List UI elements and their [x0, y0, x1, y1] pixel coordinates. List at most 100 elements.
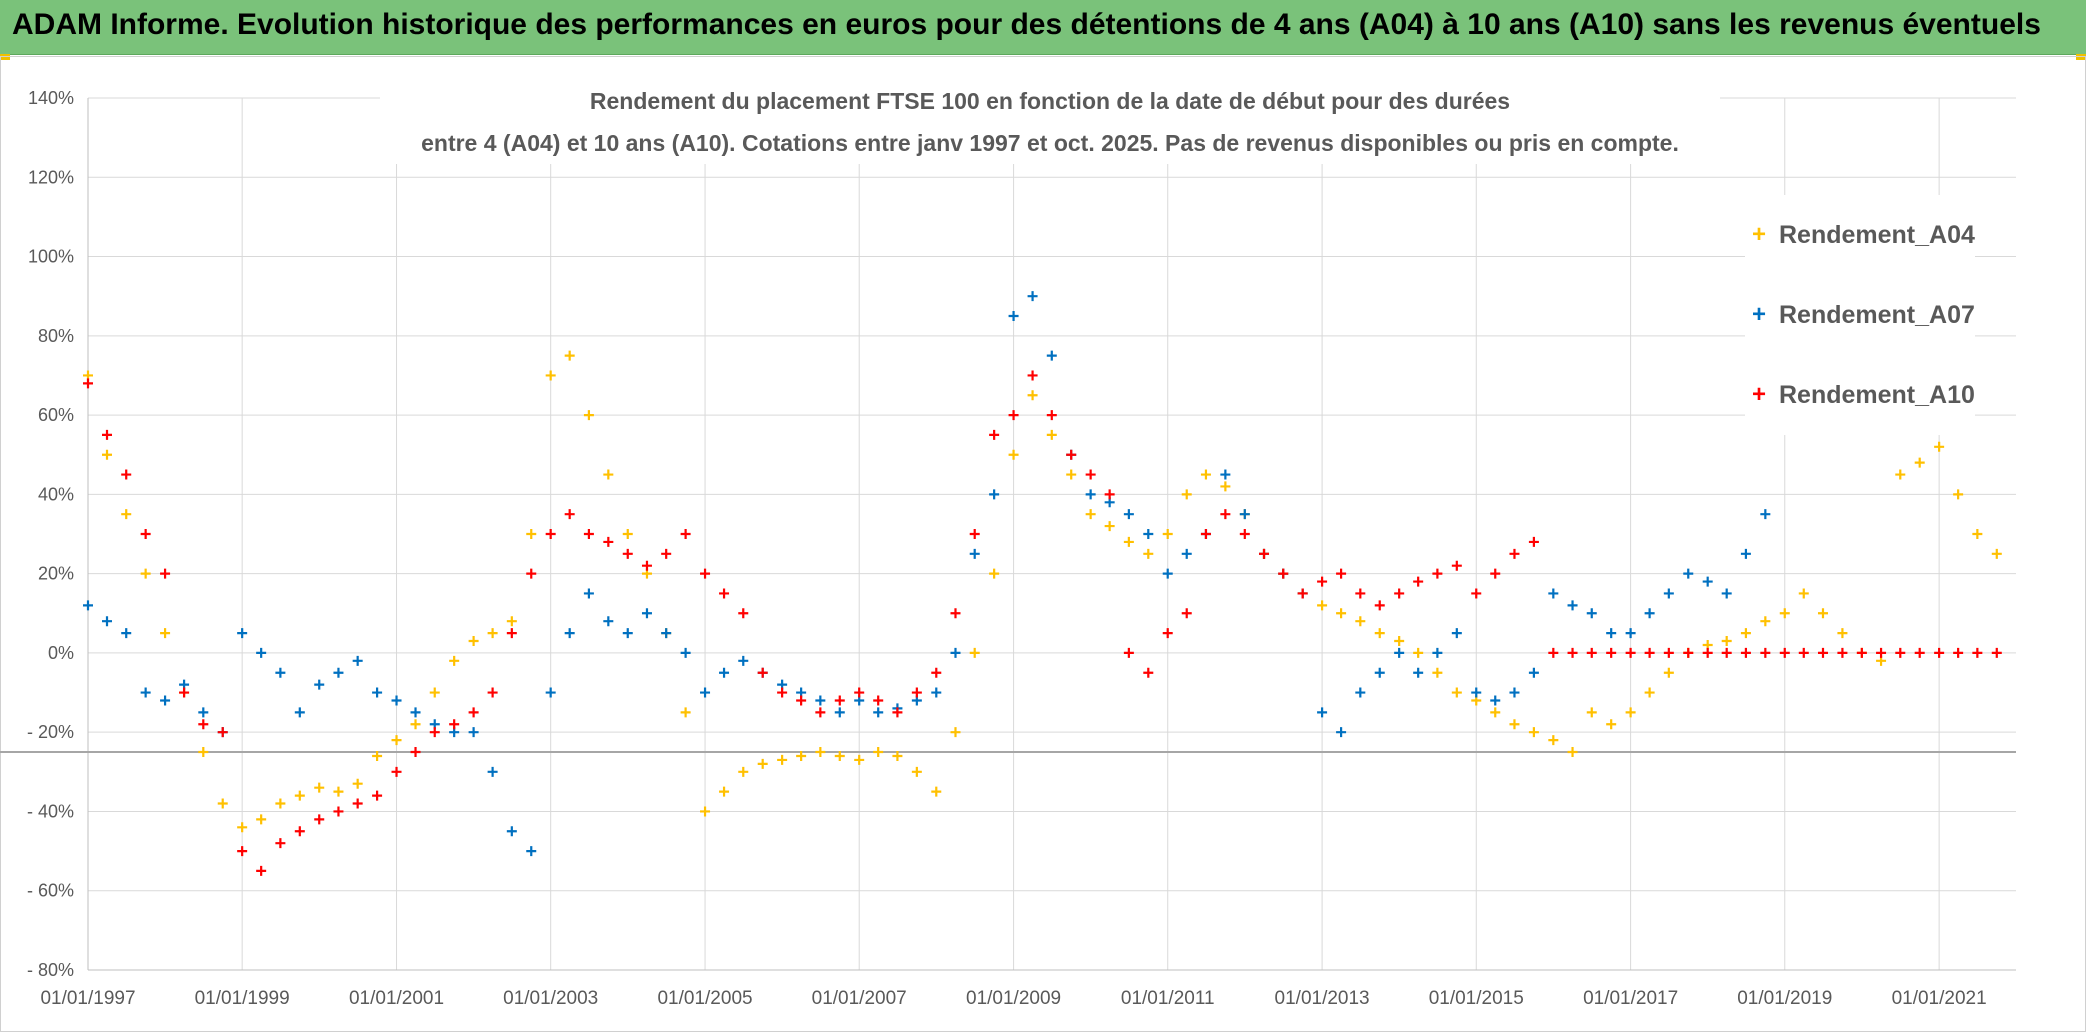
- legend-label-a10: Rendement_A10: [1779, 380, 1975, 409]
- legend-label-a04: Rendement_A04: [1779, 220, 1975, 249]
- x-tick-label: 01/01/1999: [195, 988, 290, 1009]
- data-point: [1278, 568, 1289, 579]
- data-point: [1914, 457, 1925, 468]
- corner-mark-left: [0, 54, 10, 60]
- data-point: [1644, 608, 1655, 619]
- data-point: [1644, 647, 1655, 658]
- data-point: [1663, 588, 1674, 599]
- data-point: [372, 750, 383, 761]
- series-rendement-a10: [83, 370, 2002, 876]
- data-point: [969, 647, 980, 658]
- data-point: [622, 628, 633, 639]
- data-point: [410, 719, 421, 730]
- data-point: [873, 747, 884, 757]
- data-point: [738, 655, 749, 666]
- data-point: [564, 509, 575, 520]
- data-point: [275, 798, 286, 809]
- y-tick-label: 0%: [48, 643, 74, 663]
- data-point: [1200, 529, 1211, 539]
- data-point: [1548, 647, 1559, 658]
- data-point: [1394, 588, 1405, 599]
- data-point: [314, 814, 325, 825]
- data-point: [1336, 727, 1347, 738]
- data-point: [834, 750, 845, 761]
- legend-marker-a04: +: [1751, 221, 1766, 248]
- data-point: [1259, 548, 1270, 559]
- data-point: [275, 838, 286, 849]
- data-point: [140, 687, 151, 698]
- data-point: [1085, 509, 1096, 520]
- data-point: [1606, 647, 1617, 658]
- data-point: [583, 588, 594, 599]
- x-tick-label: 01/01/2007: [812, 988, 907, 1009]
- data-point: [700, 568, 711, 579]
- data-point: [1702, 576, 1713, 587]
- data-point: [1760, 647, 1771, 658]
- data-point: [1721, 647, 1732, 658]
- y-tick-label: - 60%: [27, 881, 74, 901]
- data-point: [391, 735, 402, 746]
- data-point: [603, 616, 614, 627]
- data-point: [1317, 576, 1328, 587]
- legend-item-a10: + Rendement_A10: [1745, 355, 1975, 435]
- data-point: [1663, 667, 1674, 678]
- data-point: [1740, 647, 1751, 658]
- data-point: [1046, 410, 1057, 421]
- y-tick-label: 60%: [38, 405, 74, 425]
- data-point: [1104, 489, 1115, 500]
- y-tick-label: 140%: [28, 88, 74, 108]
- data-point: [160, 628, 171, 639]
- data-point: [1451, 560, 1462, 571]
- data-point: [1336, 568, 1347, 579]
- data-point: [1760, 616, 1771, 627]
- data-point: [950, 727, 961, 738]
- data-point: [641, 608, 652, 619]
- data-point: [1490, 707, 1501, 718]
- data-point: [1085, 469, 1096, 480]
- data-point: [1239, 509, 1250, 520]
- data-point: [989, 568, 1000, 579]
- data-point: [237, 846, 248, 857]
- data-point: [1876, 647, 1887, 658]
- data-point: [545, 529, 556, 539]
- data-point: [1066, 449, 1077, 460]
- y-axis-ticks: 140% 120% 100% 80% 60% 40% 20% 0% - 20% - 40% - 60…: [27, 88, 74, 980]
- data-point: [429, 727, 440, 738]
- data-point: [911, 687, 922, 698]
- data-point: [1374, 667, 1385, 678]
- data-point: [892, 707, 903, 718]
- data-point: [1586, 647, 1597, 658]
- data-point: [1683, 568, 1694, 579]
- data-point: [1991, 548, 2002, 559]
- data-point: [333, 806, 344, 817]
- data-point: [372, 687, 383, 698]
- data-point: [1104, 521, 1115, 532]
- data-point: [83, 378, 93, 389]
- data-point: [179, 687, 190, 698]
- data-point: [1471, 588, 1482, 599]
- data-point: [1895, 647, 1906, 658]
- data-point: [1837, 647, 1848, 658]
- data-point: [198, 707, 209, 718]
- data-point: [622, 548, 633, 559]
- data-point: [1567, 600, 1578, 611]
- data-point: [1008, 311, 1019, 321]
- data-point: [1856, 647, 1867, 658]
- data-point: [564, 628, 575, 639]
- data-point: [1972, 647, 1983, 658]
- series-rendement-a04: [83, 350, 2002, 833]
- data-point: [1355, 588, 1366, 599]
- data-point: [487, 628, 498, 639]
- data-point: [661, 548, 672, 559]
- data-point: [1317, 600, 1328, 611]
- data-point: [1490, 568, 1501, 579]
- data-point: [1953, 647, 1964, 658]
- legend-label-a07: Rendement_A07: [1779, 300, 1975, 329]
- data-point: [1220, 481, 1231, 492]
- data-point: [487, 766, 498, 777]
- data-point: [1798, 647, 1809, 658]
- data-point: [911, 766, 922, 777]
- data-point: [1567, 647, 1578, 658]
- data-point: [429, 687, 440, 698]
- data-point: [1471, 687, 1482, 698]
